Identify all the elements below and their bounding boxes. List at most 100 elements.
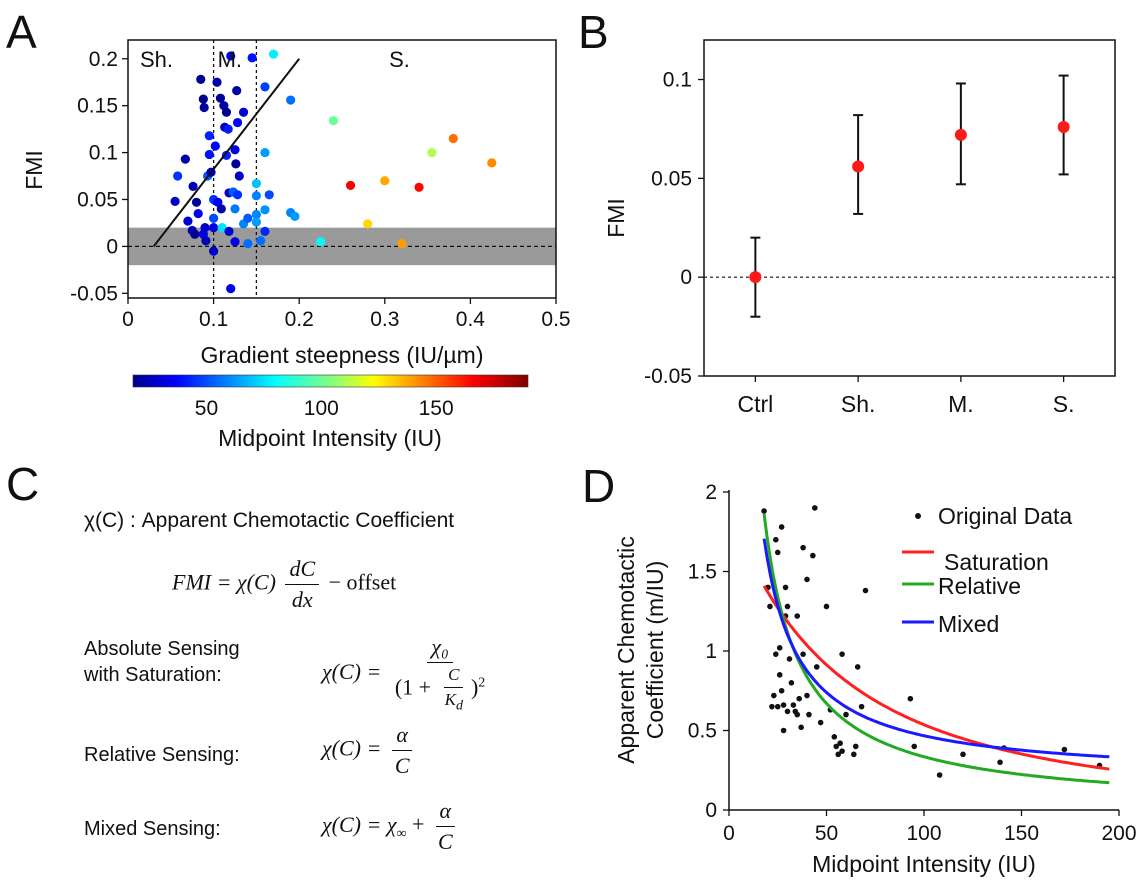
x-tick-label: 0.2	[285, 308, 314, 331]
data-point	[851, 751, 857, 758]
data-point	[210, 141, 220, 151]
data-point	[196, 74, 206, 85]
chi-definition-text: χ(C) : Apparent Chemotactic Coefficient	[84, 509, 455, 532]
fit-curve-mixed	[762, 538, 1110, 759]
data-point	[782, 584, 789, 591]
data-point	[773, 651, 779, 657]
data-point	[761, 508, 767, 514]
y-tick-label: -0.05	[644, 365, 692, 388]
x-tick-label: 200	[1101, 822, 1136, 845]
data-point	[817, 719, 824, 726]
c-over-kd-den: Kd	[441, 688, 467, 714]
y-tick-label: 0.15	[77, 95, 118, 118]
data-point	[209, 223, 219, 233]
x-axis-label: Gradient steepness (IU/µm)	[201, 342, 484, 368]
data-point	[448, 133, 458, 144]
data-point	[800, 544, 806, 551]
absolute-sensing-label: Absolute Sensing with Saturation:	[84, 636, 240, 688]
x-tick-label: 0	[723, 822, 735, 845]
data-point	[839, 748, 845, 754]
absolute-lhs: χ(C) =	[322, 659, 382, 685]
x-tick-label: 100	[906, 822, 941, 845]
data-point	[251, 209, 261, 220]
fmi-frac-num: dC	[285, 556, 320, 585]
legend-label: Relative	[938, 573, 1021, 599]
mixed-sensing-label: Mixed Sensing:	[84, 818, 221, 840]
relative-sensing-label: Relative Sensing:	[84, 744, 240, 766]
data-point	[286, 95, 296, 105]
data-point	[800, 651, 806, 657]
data-point	[230, 204, 240, 214]
x-tick-label: 0.3	[370, 308, 399, 331]
region-label-shallow: Sh.	[140, 47, 173, 72]
y-tick-label: 2	[705, 481, 717, 504]
panel-letter-c: C	[6, 458, 39, 510]
data-point	[397, 238, 407, 249]
x-tick-label: M.	[948, 391, 974, 417]
data-point	[170, 196, 180, 206]
legend-label: Saturation	[944, 549, 1049, 575]
c-over-kd: C Kd	[441, 665, 467, 714]
data-point	[773, 536, 779, 543]
data-point	[290, 211, 300, 221]
y-tick-label: 1	[705, 640, 717, 663]
data-point	[852, 743, 859, 750]
relative-fraction: α C	[391, 722, 414, 779]
data-point	[243, 213, 253, 223]
data-point	[191, 197, 202, 207]
data-point	[212, 77, 222, 87]
data-point	[204, 149, 214, 160]
absolute-den: (1 + C Kd )2	[391, 663, 489, 714]
data-point	[778, 687, 785, 694]
panel-letter-a: A	[6, 6, 37, 58]
mean-point	[852, 160, 865, 173]
fit-curve-relative	[762, 513, 1110, 785]
mean-point	[954, 128, 967, 141]
data-point	[790, 702, 797, 708]
relative-lhs: χ(C) =	[322, 735, 382, 761]
data-point	[251, 217, 261, 227]
x-tick-label: Sh.	[841, 391, 876, 417]
x-tick-label: S.	[1053, 391, 1075, 417]
data-point	[839, 651, 845, 657]
data-point	[226, 51, 236, 61]
x-tick-label: 0.4	[456, 308, 486, 331]
x-tick-label: 50	[815, 822, 838, 845]
panel-letter-d: D	[582, 460, 615, 512]
mixed-lhs-text: χ(C) = χ	[322, 811, 397, 837]
data-point	[812, 505, 818, 511]
y-tick-label: 0.1	[663, 69, 692, 92]
data-point	[217, 223, 227, 233]
data-point	[363, 219, 373, 229]
colorbar-tick-label: 150	[419, 397, 454, 420]
data-point	[328, 116, 339, 126]
fmi-equation: FMI = χ(C) dC dx − offset	[172, 556, 396, 613]
data-point	[936, 772, 943, 778]
mean-point	[749, 271, 762, 284]
fit-curve-saturation	[762, 585, 1110, 771]
fmi-tail: − offset	[328, 569, 397, 595]
y-tick-label: 0.05	[651, 167, 692, 190]
data-point	[798, 724, 804, 731]
data-point	[224, 226, 234, 236]
data-point	[183, 216, 193, 226]
data-point	[216, 204, 226, 214]
mixed-sub: ∞	[396, 825, 407, 841]
relative-den: C	[394, 753, 410, 778]
data-point	[201, 236, 211, 246]
y-tick-label: 0.05	[77, 188, 118, 211]
data-point	[813, 664, 820, 670]
mixed-plus: +	[412, 811, 425, 837]
data-point	[427, 147, 437, 158]
region-label-medium: M.	[218, 47, 242, 72]
y-tick-label: 0	[705, 799, 717, 822]
data-point	[260, 147, 270, 158]
mean-point	[1057, 120, 1070, 133]
data-point	[788, 680, 795, 686]
data-point	[831, 734, 838, 740]
data-point	[804, 692, 810, 699]
y-tick-label: 1.5	[688, 561, 717, 584]
data-point	[256, 236, 266, 246]
data-point	[854, 664, 861, 670]
data-point	[769, 703, 775, 710]
